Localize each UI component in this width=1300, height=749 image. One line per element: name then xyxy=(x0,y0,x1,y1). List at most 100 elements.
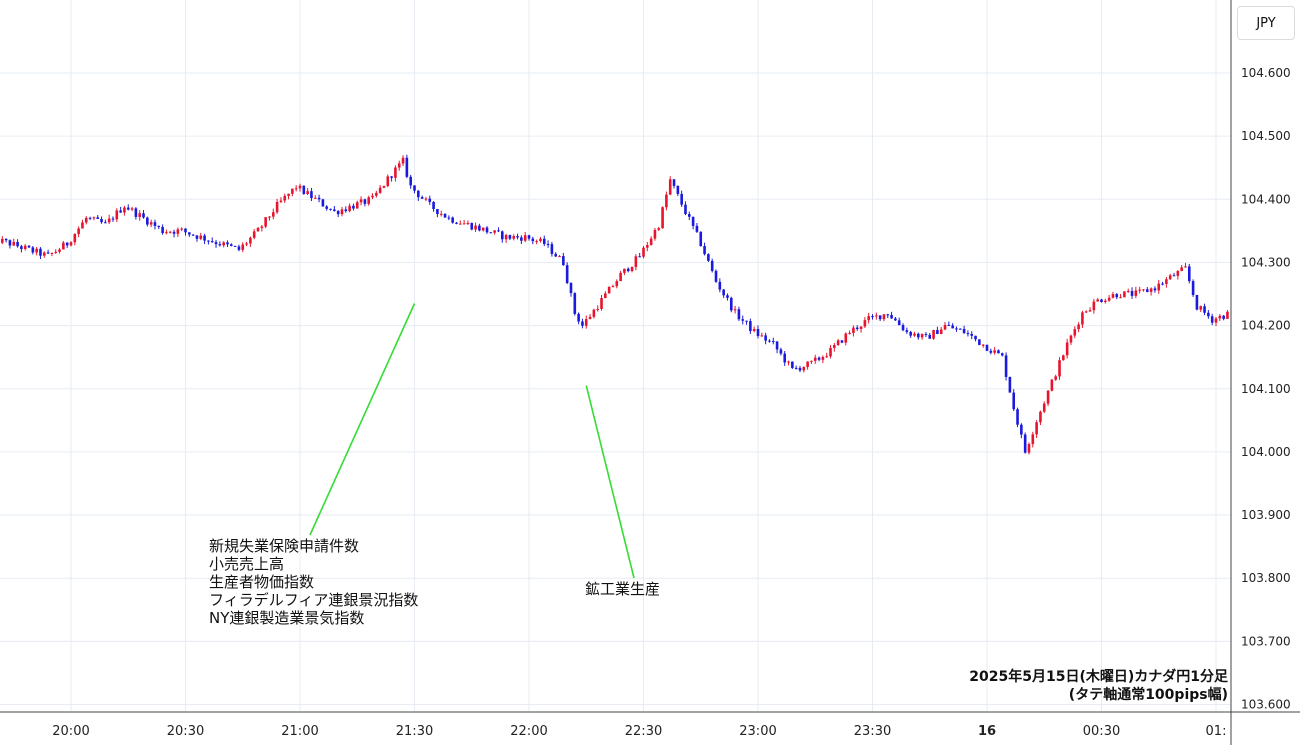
candle-body xyxy=(279,200,283,202)
candle-body xyxy=(752,329,756,331)
annotation-label: 鉱工業生産 xyxy=(585,580,661,598)
annotation-label: 小売売上高 xyxy=(209,555,285,573)
candle-body xyxy=(775,341,779,350)
candle-body xyxy=(310,191,313,199)
candle-body xyxy=(329,208,332,210)
candle-body xyxy=(344,209,348,212)
candle-body xyxy=(993,350,996,353)
candle-body xyxy=(123,207,126,213)
y-tick-label: 104.100 xyxy=(1241,382,1291,396)
candle-body xyxy=(115,210,119,220)
candle-body xyxy=(1008,376,1012,393)
candle-body xyxy=(890,315,893,319)
candle-body xyxy=(764,335,767,341)
candle-body xyxy=(271,212,275,217)
candle-body xyxy=(520,237,523,241)
candle-body xyxy=(661,207,664,229)
candle-body xyxy=(481,227,485,231)
candle-body xyxy=(894,318,897,321)
candle-body xyxy=(756,329,760,337)
candle-body xyxy=(20,246,23,249)
candle-body xyxy=(27,245,31,248)
currency-badge[interactable]: JPY xyxy=(1237,6,1295,40)
candle-body xyxy=(1111,294,1115,298)
candle-body xyxy=(455,222,458,224)
candle-body xyxy=(1195,294,1199,310)
candle-body xyxy=(462,223,466,225)
candle-body xyxy=(653,229,657,239)
candle-body xyxy=(943,324,947,330)
candle-body xyxy=(791,361,794,368)
candle-body xyxy=(1027,444,1031,453)
candle-body xyxy=(646,244,649,248)
candle-body xyxy=(951,325,954,329)
candle-body xyxy=(371,195,374,198)
candle-body xyxy=(218,244,222,246)
candle-body xyxy=(447,217,451,219)
candle-body xyxy=(642,247,645,257)
candle-body xyxy=(336,210,340,215)
candle-body xyxy=(54,251,58,253)
candle-body xyxy=(466,223,470,225)
candle-body xyxy=(298,185,302,189)
candle-body xyxy=(554,253,558,257)
candle-body xyxy=(1157,283,1161,291)
candle-body xyxy=(386,176,390,186)
candle-body xyxy=(833,345,836,348)
candle-body xyxy=(420,197,424,199)
candle-body xyxy=(924,334,928,336)
candle-body xyxy=(672,179,676,186)
candle-body xyxy=(886,314,890,316)
candle-body xyxy=(157,225,161,227)
candle-body xyxy=(302,185,306,194)
candle-body xyxy=(878,315,882,320)
candle-body xyxy=(749,321,752,331)
candle-body xyxy=(1050,379,1054,391)
y-tick-label: 104.000 xyxy=(1241,445,1291,459)
candle-body xyxy=(92,217,96,219)
candle-body xyxy=(134,208,138,217)
candle-body xyxy=(1138,289,1141,291)
candle-body xyxy=(1088,310,1092,312)
candle-body xyxy=(901,325,905,331)
candle-body xyxy=(974,335,977,340)
annotation-leader-line xyxy=(309,303,416,536)
candle-body xyxy=(810,360,813,362)
candle-body xyxy=(787,361,790,363)
x-tick-label: 21:30 xyxy=(396,724,433,739)
candle-body xyxy=(62,242,65,250)
candle-body xyxy=(268,216,271,218)
candle-body xyxy=(1203,306,1206,313)
candle-body xyxy=(199,235,203,239)
candle-body xyxy=(1031,434,1035,445)
candle-body xyxy=(581,321,584,326)
candle-body xyxy=(875,315,878,317)
candle-body xyxy=(1054,376,1057,380)
candle-body xyxy=(1084,311,1088,313)
candle-body xyxy=(46,252,50,254)
candle-body xyxy=(638,256,641,258)
candle-body xyxy=(623,268,626,273)
candle-body xyxy=(42,252,46,256)
annotation-label: フィラデルフィア連銀景況指数 xyxy=(209,591,419,609)
candle-body xyxy=(451,217,454,223)
candle-body xyxy=(397,163,401,168)
x-tick-label: 22:00 xyxy=(510,724,547,739)
x-tick-label: 00:30 xyxy=(1083,724,1120,739)
candle-body xyxy=(882,314,886,320)
y-tick-label: 104.200 xyxy=(1241,319,1291,333)
candle-body xyxy=(394,167,397,178)
candle-body xyxy=(226,242,229,245)
candle-body xyxy=(252,231,256,238)
candle-body xyxy=(1115,294,1119,298)
candle-body xyxy=(836,340,840,346)
candle-body xyxy=(176,229,180,234)
candle-body xyxy=(1119,297,1122,299)
candle-body xyxy=(96,217,100,219)
candle-body xyxy=(596,308,599,310)
candle-body xyxy=(1142,289,1145,291)
candle-body xyxy=(191,234,195,236)
candle-body xyxy=(409,176,412,186)
candle-body xyxy=(241,244,245,250)
